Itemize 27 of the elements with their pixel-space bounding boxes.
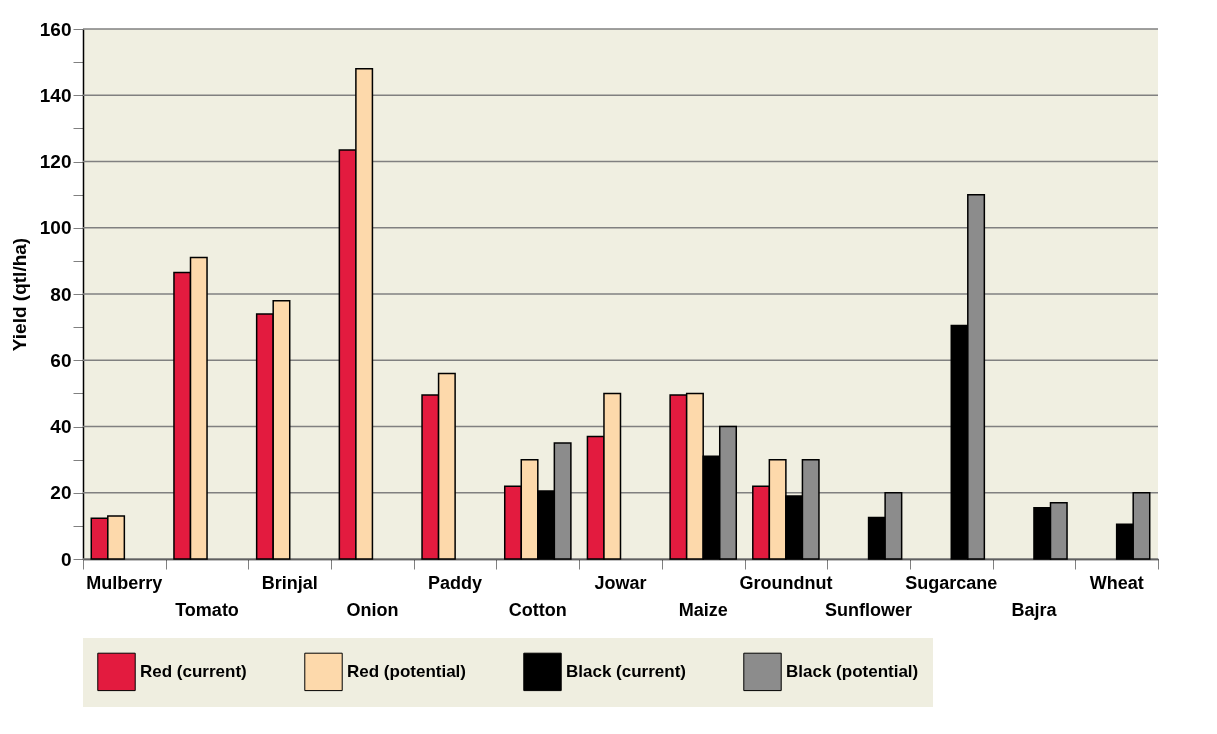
x-tick-label: Paddy bbox=[428, 573, 483, 593]
y-tick-label: 60 bbox=[50, 349, 72, 371]
y-tick-label: 160 bbox=[39, 18, 72, 40]
legend-label: Black (current) bbox=[566, 661, 686, 681]
x-tick-label: Tomato bbox=[175, 600, 239, 620]
y-tick-label: 120 bbox=[39, 151, 72, 172]
x-tick-label: Maize bbox=[678, 600, 728, 620]
legend-label: Red (current) bbox=[140, 661, 247, 681]
x-tick-label: Mulberry bbox=[86, 573, 163, 593]
x-tick-label: Bajra bbox=[1011, 600, 1058, 620]
y-tick-label: 100 bbox=[39, 217, 72, 239]
x-tick-label: Brinjal bbox=[261, 573, 318, 593]
x-tick-label: Sunflower bbox=[825, 600, 913, 620]
y-tick-label: 140 bbox=[39, 84, 72, 106]
x-tick-label: Groundnut bbox=[739, 573, 833, 593]
legend-label: Red (potential) bbox=[347, 661, 466, 681]
x-tick-label: Jowar bbox=[594, 573, 647, 593]
y-tick-label: 20 bbox=[50, 482, 72, 504]
y-tick-label: 0 bbox=[60, 548, 72, 570]
x-tick-label: Onion bbox=[346, 600, 399, 620]
x-tick-label: Wheat bbox=[1089, 573, 1144, 593]
x-tick-label: Sugarcane bbox=[905, 573, 998, 593]
y-tick-label: 40 bbox=[50, 416, 72, 437]
y-tick-label: 80 bbox=[50, 283, 72, 305]
legend-label: Black (potential) bbox=[786, 661, 919, 681]
y-axis-title: Yield (qtl/ha) bbox=[8, 237, 30, 352]
x-tick-label: Cotton bbox=[508, 600, 567, 620]
